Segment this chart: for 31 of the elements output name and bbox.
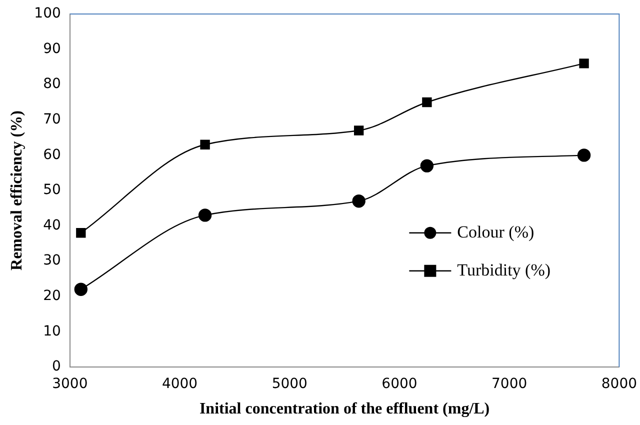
x-tick-label: 8000 <box>601 376 638 392</box>
point <box>422 97 432 108</box>
x-tick-label: 3000 <box>52 376 88 392</box>
x-axis-title: Initial concentration of the effluent (mg/L) <box>199 400 490 418</box>
point <box>354 126 364 136</box>
point <box>579 58 589 68</box>
y-tick-label: 50 <box>43 182 61 198</box>
legend-label: Turbidity (%) <box>457 260 551 280</box>
y-tick-label: 20 <box>43 288 61 304</box>
y-tick-label: 90 <box>43 40 61 57</box>
point <box>198 208 212 222</box>
point <box>74 282 88 296</box>
y-tick-label: 100 <box>34 6 61 22</box>
point <box>352 194 366 208</box>
y-tick-label: 0 <box>52 358 61 375</box>
x-tick-label: 4000 <box>162 376 198 392</box>
y-tick-label: 60 <box>43 146 61 163</box>
point <box>577 148 591 162</box>
point <box>76 228 86 238</box>
x-tick-label: 5000 <box>272 376 308 392</box>
x-tick-label: 7000 <box>492 376 528 392</box>
point <box>420 159 434 172</box>
point <box>200 140 210 150</box>
x-tick-label: 6000 <box>382 376 418 392</box>
y-tick-label: 30 <box>43 252 61 269</box>
y-axis-title: Removal efficiency (%) <box>8 110 26 270</box>
y-tick-label: 40 <box>43 217 61 234</box>
y-tick-label: 80 <box>43 76 61 92</box>
legend-label: Colour (%) <box>457 222 534 242</box>
y-tick-label: 70 <box>43 112 61 128</box>
y-tick-label: 10 <box>43 323 61 340</box>
